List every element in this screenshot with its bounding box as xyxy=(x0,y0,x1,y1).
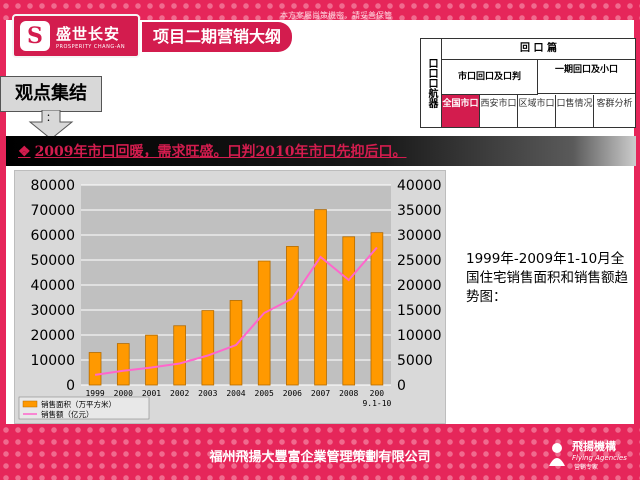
x-tick-label: 1999 xyxy=(85,389,104,398)
left-border xyxy=(0,20,6,424)
y-left-tick-label: 50000 xyxy=(30,253,75,269)
chart-caption: 1999年-2009年1-10月全国住宅销售面积和销售额趋势图： xyxy=(466,251,628,305)
y-left-tick-label: 60000 xyxy=(30,228,75,244)
bar xyxy=(257,260,271,386)
y-left-tick-label: 80000 xyxy=(30,178,75,194)
headline-text: 2009年市口回暖，需求旺盛。口判2010年市口先抑后口。 xyxy=(34,144,407,160)
bar xyxy=(173,325,186,386)
bar xyxy=(286,246,299,386)
bullet-icon: ❖ xyxy=(18,144,31,160)
chart-frame: 0 10000 20000 30000 40000 50000 60000 70000 8000… xyxy=(14,170,446,424)
bar xyxy=(88,352,102,386)
legend-box xyxy=(18,396,150,420)
bar xyxy=(370,232,384,386)
y-left-tick-label: 40000 xyxy=(30,278,75,294)
legend-bar-swatch xyxy=(22,400,38,408)
y-left-tick-label: 20000 xyxy=(30,328,75,344)
x-tick-label: 9.1-10 xyxy=(362,399,391,408)
footer-logo: 飛揚機構 Flying Agencies 营销专家 xyxy=(540,438,632,474)
nav-sub-market[interactable]: 市口回口及口判 xyxy=(442,60,538,95)
x-tick-label: 2008 xyxy=(339,389,358,398)
nav-sub-phase1[interactable]: 一期回口及小口 xyxy=(538,60,635,94)
legend-bar-label: 销售面积（万平方米） xyxy=(41,399,116,409)
x-tick-label: 2004 xyxy=(226,389,245,398)
y-right-tick-label: 20000 xyxy=(397,278,442,294)
nav-cell-customer[interactable]: 客群分析 xyxy=(596,99,633,109)
logo-english: PROSPERITY CHANG-AN xyxy=(56,43,126,50)
nav-cell-xian[interactable]: 西安市口 xyxy=(480,95,518,127)
y-right-tick-label: 0 xyxy=(397,378,406,394)
bar xyxy=(314,209,327,386)
x-tick-label: 2000 xyxy=(114,389,133,398)
nav-cell-region[interactable]: 区域市口 xyxy=(518,95,556,127)
top-border xyxy=(0,0,640,20)
nav-cell-national[interactable]: 全国市口 xyxy=(442,95,480,127)
x-tick-label: 2001 xyxy=(142,389,161,398)
footer-logo-cn: 飛揚機構 xyxy=(572,440,616,453)
y-right-tick-label: 40000 xyxy=(397,178,442,194)
trend-chart: 0100002000030000400005000060000700008000… xyxy=(18,178,442,420)
y-left-tick-label: 0 xyxy=(66,378,75,394)
nav-side-label: 口口口航器 xyxy=(421,39,442,127)
logo-chinese: 盛世长安 xyxy=(56,24,121,43)
brand-logo: S 盛世长安 PROSPERITY CHANG-AN xyxy=(12,14,140,58)
flying-logo-icon xyxy=(549,443,565,466)
y-left-tick-label: 70000 xyxy=(30,203,75,219)
headline-bar xyxy=(6,136,636,166)
y-left-tick-label: 30000 xyxy=(30,303,75,319)
x-tick-label: 200 xyxy=(370,389,385,398)
right-border xyxy=(634,20,640,424)
arrow-down-icon: ： xyxy=(28,110,74,140)
y-left-tick-label: 10000 xyxy=(30,353,75,369)
y-right-tick-label: 10000 xyxy=(397,328,442,344)
nav-section-title: 回 口 篇 xyxy=(442,39,635,60)
y-right-tick-label: 35000 xyxy=(397,203,442,219)
section-navigator: 口口口航器 回 口 篇 市口回口及口判 一期回口及小口 全国市口 西安市口 区域… xyxy=(420,38,636,128)
x-tick-label: 2006 xyxy=(283,389,302,398)
confidential-note: 本方案屬尚策機密，請妥善保管 xyxy=(280,11,392,20)
y-right-tick-label: 15000 xyxy=(397,303,442,319)
footer-logo-sub: 营销专家 xyxy=(574,464,599,471)
series-line xyxy=(94,246,378,376)
x-tick-label: 2002 xyxy=(170,389,189,398)
y-right-tick-label: 25000 xyxy=(397,253,442,269)
bar xyxy=(229,300,243,386)
viewpoint-sub: ： xyxy=(46,113,56,124)
footer-bar xyxy=(0,424,640,480)
viewpoint-label: 观点集结 xyxy=(0,76,102,112)
y-right-tick-label: 30000 xyxy=(397,228,442,244)
bar xyxy=(116,343,130,386)
logo-s-icon: S xyxy=(20,21,50,51)
x-tick-label: 2005 xyxy=(255,389,274,398)
bar xyxy=(201,310,215,386)
y-right-tick-label: 5000 xyxy=(397,353,433,369)
headline: ❖ 2009年市口回暖，需求旺盛。口判2010年市口先抑后口。 xyxy=(18,141,407,161)
outline-title: 项目二期营销大纲 xyxy=(142,22,292,52)
x-tick-label: 2003 xyxy=(198,389,217,398)
bar xyxy=(145,334,158,386)
legend-line-label: 销售额（亿元） xyxy=(41,409,94,419)
nav-cell-sales[interactable]: 口售情况 xyxy=(556,95,594,127)
footer-company: 福州飛揚大豐富企業管理策劃有限公司 xyxy=(209,450,431,465)
footer-logo-en: Flying Agencies xyxy=(572,454,627,462)
x-tick-label: 2007 xyxy=(311,389,330,398)
bar xyxy=(342,236,356,386)
